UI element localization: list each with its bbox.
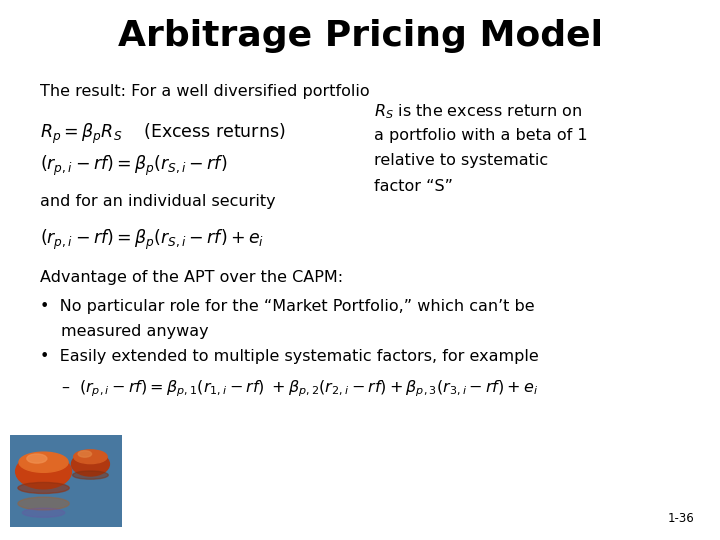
Text: factor “S”: factor “S” bbox=[374, 179, 454, 194]
Text: relative to systematic: relative to systematic bbox=[374, 153, 549, 168]
Ellipse shape bbox=[73, 471, 108, 479]
Ellipse shape bbox=[18, 497, 69, 510]
Text: –  $(r_{p,i} - rf) = \beta_{p,1}(r_{1,i} - rf)\; + \beta_{p,2}(r_{2,i} - rf) + \: – $(r_{p,i} - rf) = \beta_{p,1}(r_{1,i} … bbox=[61, 378, 539, 399]
Ellipse shape bbox=[22, 508, 65, 517]
Text: Arbitrage Pricing Model: Arbitrage Pricing Model bbox=[117, 19, 603, 53]
Text: a portfolio with a beta of 1: a portfolio with a beta of 1 bbox=[374, 128, 588, 143]
Text: •  Easily extended to multiple systematic factors, for example: • Easily extended to multiple systematic… bbox=[40, 349, 539, 364]
Text: measured anyway: measured anyway bbox=[61, 324, 209, 339]
Text: Advantage of the APT over the CAPM:: Advantage of the APT over the CAPM: bbox=[40, 270, 343, 285]
Text: and for an individual security: and for an individual security bbox=[40, 194, 275, 210]
Text: $R_p = \beta_p R_S$    (Excess returns): $R_p = \beta_p R_S$ (Excess returns) bbox=[40, 122, 285, 146]
Ellipse shape bbox=[78, 451, 91, 457]
Text: $(r_{p,i} - rf) = \beta_p(r_{S,i} - rf) + e_i$: $(r_{p,i} - rf) = \beta_p(r_{S,i} - rf) … bbox=[40, 228, 264, 252]
Ellipse shape bbox=[71, 452, 109, 476]
Text: •  No particular role for the “Market Portfolio,” which can’t be: • No particular role for the “Market Por… bbox=[40, 299, 534, 314]
Ellipse shape bbox=[19, 452, 68, 472]
Text: $(r_{p,i} - rf) = \beta_p(r_{S,i} - rf)$: $(r_{p,i} - rf) = \beta_p(r_{S,i} - rf)$ bbox=[40, 154, 227, 178]
Text: 1-36: 1-36 bbox=[668, 512, 695, 525]
Ellipse shape bbox=[16, 454, 71, 489]
Text: $R_S$ is the excess return on: $R_S$ is the excess return on bbox=[374, 103, 582, 122]
Ellipse shape bbox=[18, 482, 69, 494]
Text: The result: For a well diversified portfolio: The result: For a well diversified portf… bbox=[40, 84, 369, 99]
Ellipse shape bbox=[27, 454, 47, 463]
Ellipse shape bbox=[73, 450, 107, 464]
